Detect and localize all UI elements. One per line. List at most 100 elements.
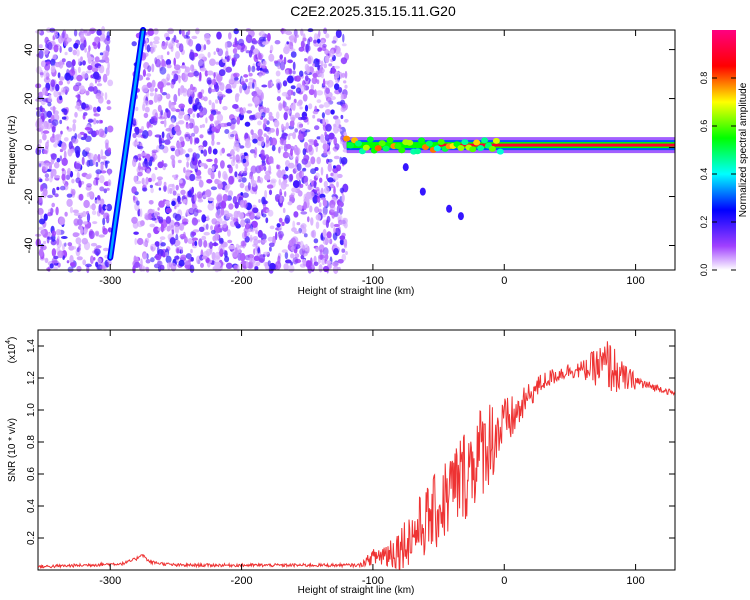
heatmap-cell <box>97 258 102 264</box>
heatmap-cell <box>341 157 348 165</box>
heatmap-cell <box>263 133 267 138</box>
heatmap-cell <box>174 205 177 210</box>
heatmap-cell <box>209 89 217 93</box>
colorbar-tick-label: 0.8 <box>699 72 709 85</box>
heatmap-cell <box>219 82 225 91</box>
heatmap-cell <box>227 229 231 237</box>
heatmap-cell <box>304 243 309 252</box>
heatmap-cell <box>173 93 178 103</box>
heatmap-cell <box>274 40 281 45</box>
heatmap-cell <box>276 164 279 170</box>
heatmap-cell <box>178 246 182 250</box>
spectrogram-frame <box>37 29 676 271</box>
heatmap-cell <box>150 47 154 54</box>
heatmap-cell <box>177 87 181 97</box>
heatmap-cell <box>256 179 261 183</box>
heatmap-cell <box>257 120 262 126</box>
heatmap-cell <box>66 260 70 264</box>
heatmap-cell <box>257 229 263 238</box>
heatmap-cell <box>161 131 165 139</box>
heatmap-cell <box>281 249 288 253</box>
heatmap-cell <box>39 105 43 113</box>
heatmap-cell <box>302 244 306 251</box>
heatmap-cell <box>189 264 195 273</box>
heatmap-cell <box>293 248 298 254</box>
heatmap-cell <box>187 29 191 35</box>
heatmap-cell <box>83 39 87 48</box>
heatmap-cell <box>102 247 109 252</box>
heatmap-cell <box>329 204 336 213</box>
heatmap-cell <box>322 43 327 48</box>
heatmap-cell <box>225 262 233 269</box>
heatmap-cell <box>323 180 328 188</box>
heatmap-cell <box>341 103 347 109</box>
heatmap-cell <box>318 67 325 74</box>
heatmap-cell <box>248 81 254 89</box>
heatmap-cell <box>334 143 340 151</box>
heatmap-cell <box>263 200 268 205</box>
heatmap-cell <box>133 231 139 235</box>
heatmap-cell <box>328 63 333 67</box>
heatmap-cell <box>137 145 144 149</box>
heatmap-band-blob <box>496 148 504 155</box>
heatmap-cell <box>312 110 319 115</box>
heatmap-cell <box>142 265 146 272</box>
heatmap-cell <box>42 133 47 141</box>
heatmap-cell <box>338 201 343 207</box>
x-tick-label: -200 <box>231 575 253 587</box>
heatmap-cell <box>39 178 43 183</box>
heatmap-cell <box>60 130 63 135</box>
heatmap-cell <box>161 137 164 141</box>
heatmap-cell <box>292 131 296 140</box>
heatmap-cell <box>230 134 235 138</box>
y-tick-label: 20 <box>23 92 35 104</box>
heatmap-cell <box>214 251 221 260</box>
heatmap-cell <box>314 43 320 47</box>
heatmap-cell <box>190 49 195 58</box>
heatmap-cell <box>333 155 340 160</box>
heatmap-cell <box>38 91 44 98</box>
heatmap-cell <box>207 70 214 76</box>
spectrogram-y-ticks: -40 -20 0 20 40 <box>23 43 675 253</box>
heatmap-cell <box>300 123 304 127</box>
heatmap-cell <box>258 164 265 172</box>
heatmap-cell <box>276 171 284 179</box>
heatmap-cell <box>92 118 97 125</box>
heatmap-cell <box>258 199 261 203</box>
heatmap-cell <box>261 137 265 147</box>
heatmap-cell <box>132 118 137 126</box>
heatmap-cell <box>57 250 64 259</box>
heatmap-cell <box>292 61 296 71</box>
heatmap-cell <box>211 139 215 146</box>
heatmap-cell <box>198 238 203 248</box>
heatmap-cell <box>81 213 84 218</box>
heatmap-cell <box>338 219 343 225</box>
heatmap-cell <box>228 190 233 197</box>
heatmap-cell <box>47 101 52 107</box>
heatmap-cell <box>292 220 296 229</box>
heatmap-cell <box>64 51 68 56</box>
heatmap-cell <box>315 186 320 192</box>
heatmap-cell <box>252 207 259 214</box>
heatmap-cell <box>202 194 208 198</box>
heatmap-cell <box>148 200 154 205</box>
heatmap-cell <box>157 207 160 211</box>
heatmap-cell <box>76 256 83 261</box>
heatmap-cell <box>58 35 64 44</box>
heatmap-cell <box>92 221 98 225</box>
heatmap-cell <box>187 72 195 78</box>
heatmap-cell <box>230 148 235 155</box>
heatmap-cell <box>172 190 177 196</box>
heatmap-cell <box>146 168 151 174</box>
heatmap-cell <box>72 123 76 132</box>
heatmap-cell <box>199 254 204 261</box>
heatmap-cell <box>273 119 280 128</box>
heatmap-cell <box>290 114 296 121</box>
heatmap-cell <box>104 126 108 135</box>
heatmap-cell <box>203 96 208 102</box>
heatmap-cell <box>165 93 171 100</box>
heatmap-cell <box>54 175 61 179</box>
heatmap-cell <box>325 124 332 132</box>
heatmap-cell <box>95 92 102 100</box>
heatmap-cell <box>240 109 245 116</box>
